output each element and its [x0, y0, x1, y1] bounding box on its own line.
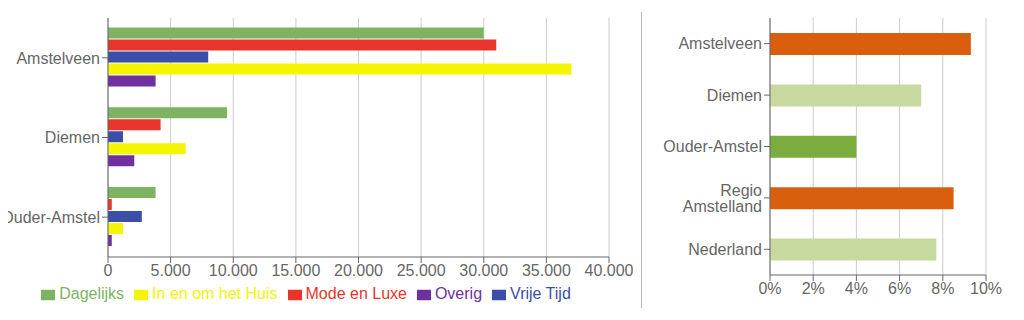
svg-text:0: 0	[104, 262, 113, 279]
svg-text:8%: 8%	[931, 280, 954, 297]
svg-text:2%: 2%	[802, 280, 825, 297]
svg-text:10%: 10%	[970, 280, 1002, 297]
html-text:Mode en Luxe: Mode en Luxe	[305, 285, 407, 302]
html-text:Overig: Overig	[434, 285, 482, 302]
svg-text:Ouder-Amstel: Ouder-Amstel	[663, 138, 762, 155]
svg-text:20.000: 20.000	[334, 262, 383, 279]
svg-text:RegioAmstelland: RegioAmstelland	[683, 182, 762, 215]
html-text:Dagelijks: Dagelijks	[59, 285, 125, 302]
svg-text:Amstelveen: Amstelveen	[16, 50, 100, 67]
svg-text:4%: 4%	[845, 280, 868, 297]
svg-text:15.000: 15.000	[271, 262, 320, 279]
svg-text:25.000: 25.000	[397, 262, 446, 279]
html-text:Vrije Tijd: Vrije Tijd	[510, 285, 571, 302]
svg-text:35.000: 35.000	[522, 262, 571, 279]
svg-text:40.000: 40.000	[585, 262, 633, 279]
svg-text:Ouder-Amstel: Ouder-Amstel	[8, 209, 100, 226]
svg-text:Amstelveen: Amstelveen	[678, 35, 762, 52]
svg-text:6%: 6%	[888, 280, 911, 297]
svg-text:Nederland: Nederland	[688, 241, 762, 258]
svg-text:10.000: 10.000	[209, 262, 258, 279]
svg-text:30.000: 30.000	[459, 262, 508, 279]
svg-text:Diemen: Diemen	[45, 129, 100, 146]
html-text:In en om het Huis: In en om het Huis	[152, 285, 278, 302]
svg-text:0%: 0%	[758, 280, 781, 297]
svg-text:5.000: 5.000	[151, 262, 191, 279]
svg-text:Diemen: Diemen	[707, 87, 762, 104]
